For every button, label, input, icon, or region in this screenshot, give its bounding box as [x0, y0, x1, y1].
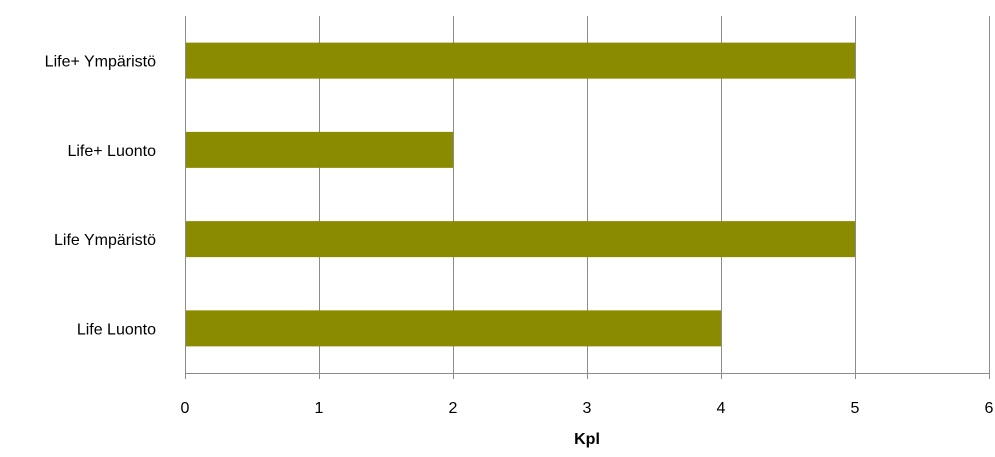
axis-layer	[185, 16, 989, 374]
bar-layer	[186, 42, 855, 347]
x-tick-label: 5	[851, 400, 860, 417]
x-axis-title: Kpl	[574, 431, 600, 448]
x-tick-label: 2	[449, 400, 458, 417]
label-layer: 0 1 2 3 4 5 6 Life+ Ympäristö Life+ Luonto Life Y…	[45, 54, 994, 417]
x-tick-label: 0	[181, 400, 190, 417]
x-tick-label: 3	[583, 400, 592, 417]
category-label: Life+ Luonto	[67, 143, 156, 160]
bar	[186, 131, 453, 168]
bar	[186, 310, 721, 347]
category-label: Life+ Ympäristö	[45, 54, 156, 71]
bar	[186, 221, 855, 258]
category-label: Life Luonto	[77, 321, 156, 338]
x-tick-label: 4	[717, 400, 726, 417]
x-tick-label: 6	[985, 400, 994, 417]
x-tick-label: 1	[315, 400, 324, 417]
category-label: Life Ympäristö	[54, 232, 156, 249]
bar	[186, 42, 855, 79]
